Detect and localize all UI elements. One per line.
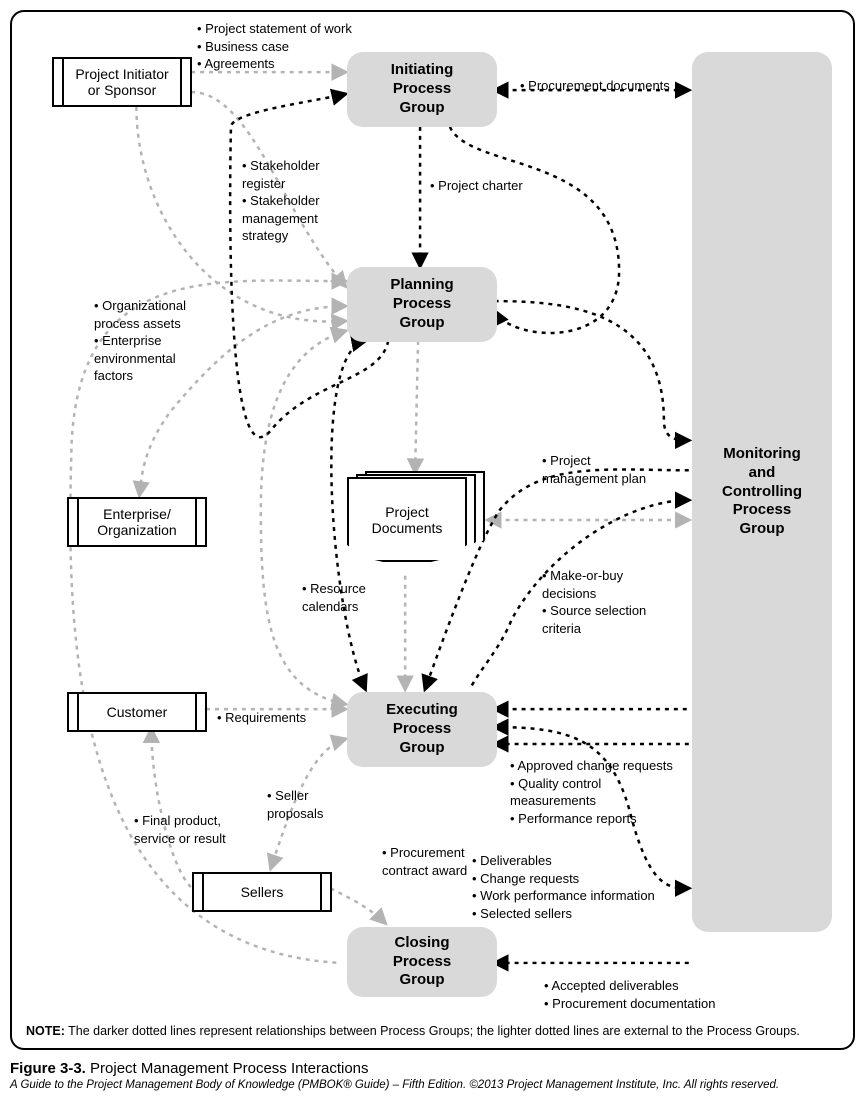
bullet-item: Deliverables xyxy=(472,852,655,870)
node-label: ClosingProcessGroup xyxy=(393,934,451,990)
monitoring-controlling-process-group: MonitoringandControllingProcessGroup xyxy=(692,52,832,932)
closing-process-group: ClosingProcessGroup xyxy=(347,927,497,997)
note-bold: NOTE: xyxy=(26,1024,65,1038)
bullet-item: Enterprise environmental factors xyxy=(94,332,214,385)
diagram-frame: InitiatingProcessGroup PlanningProcessGr… xyxy=(10,10,855,1050)
external-label: Project Initiatoror Sponsor xyxy=(75,66,168,98)
bullet-item: Work performance information xyxy=(472,887,655,905)
bullet-item: Performance reports xyxy=(510,810,690,828)
bullet-item: Organizational process assets xyxy=(94,297,214,332)
bullet-item: Accepted deliverables xyxy=(544,977,715,995)
bullet-item: Final product, service or result xyxy=(134,812,244,847)
bullet-item: Procurement contract award xyxy=(382,844,482,879)
bullets-final-product: Final product, service or result xyxy=(134,812,244,847)
bullet-item: Agreements xyxy=(197,55,352,73)
bullets-resource-cal: Resource calendars xyxy=(302,580,372,615)
bullets-approved-changes: Approved change requestsQuality control … xyxy=(510,757,690,827)
bullets-make-or-buy: Make-or-buy decisionsSource selection cr… xyxy=(542,567,672,637)
bullet-item: Stakeholder register xyxy=(242,157,342,192)
caption-text: Project Management Process Interactions xyxy=(90,1060,368,1077)
project-initiator-box: Project Initiatoror Sponsor xyxy=(52,57,192,107)
bullet-item: Requirements xyxy=(217,709,306,727)
sellers-box: Sellers xyxy=(192,872,332,912)
credit-line: A Guide to the Project Management Body o… xyxy=(10,1079,855,1091)
documents-label: ProjectDocuments xyxy=(372,504,443,536)
bullet-item: Stakeholder management strategy xyxy=(242,192,342,245)
bullet-item: Procurement documents xyxy=(520,77,670,95)
bullet-item: Change requests xyxy=(472,870,655,888)
bullets-deliverables: DeliverablesChange requestsWork performa… xyxy=(472,852,655,922)
bullet-item: Approved change requests xyxy=(510,757,690,775)
external-label: Sellers xyxy=(241,884,284,900)
customer-box: Customer xyxy=(67,692,207,732)
initiating-process-group: InitiatingProcessGroup xyxy=(347,52,497,127)
planning-process-group: PlanningProcessGroup xyxy=(347,267,497,342)
bullets-top-inputs: Project statement of workBusiness caseAg… xyxy=(197,20,352,73)
external-label: Customer xyxy=(107,704,168,720)
node-label: InitiatingProcessGroup xyxy=(391,61,454,117)
bullet-item: Business case xyxy=(197,38,352,56)
bullet-item: Procurement documentation xyxy=(544,995,715,1013)
note-line: NOTE: The darker dotted lines represent … xyxy=(26,1024,800,1038)
project-documents: ProjectDocuments xyxy=(347,477,487,577)
bullet-item: Selected sellers xyxy=(472,905,655,923)
bullet-item: Project charter xyxy=(430,177,523,195)
external-label: Enterprise/Organization xyxy=(97,506,176,538)
node-label: ExecutingProcessGroup xyxy=(386,701,458,757)
node-label: MonitoringandControllingProcessGroup xyxy=(722,445,802,539)
bullets-proc-award: Procurement contract award xyxy=(382,844,482,879)
caption-bold: Figure 3-3. xyxy=(10,1060,86,1077)
bullets-accepted-deliv: Accepted deliverablesProcurement documen… xyxy=(544,977,715,1012)
bullets-requirements: Requirements xyxy=(217,709,306,727)
executing-process-group: ExecutingProcessGroup xyxy=(347,692,497,767)
note-text: The darker dotted lines represent relati… xyxy=(68,1024,800,1038)
bullets-procurement-docs: Procurement documents xyxy=(520,77,670,95)
bullets-stakeholder: Stakeholder registerStakeholder manageme… xyxy=(242,157,342,245)
bullet-item: Seller proposals xyxy=(267,787,337,822)
figure-caption: Figure 3-3. Project Management Process I… xyxy=(10,1060,855,1077)
bullet-item: Resource calendars xyxy=(302,580,372,615)
bullet-item: Project statement of work xyxy=(197,20,352,38)
bullet-item: Quality control measurements xyxy=(510,775,690,810)
enterprise-organization-box: Enterprise/Organization xyxy=(67,497,207,547)
bullets-charter: Project charter xyxy=(430,177,523,195)
bullet-item: Make-or-buy decisions xyxy=(542,567,672,602)
bullet-item: Source selection criteria xyxy=(542,602,672,637)
bullet-item: Project management plan xyxy=(542,452,652,487)
bullets-seller-proposals: Seller proposals xyxy=(267,787,337,822)
node-label: PlanningProcessGroup xyxy=(390,276,453,332)
bullets-pm-plan: Project management plan xyxy=(542,452,652,487)
bullets-org-assets: Organizational process assetsEnterprise … xyxy=(94,297,214,385)
